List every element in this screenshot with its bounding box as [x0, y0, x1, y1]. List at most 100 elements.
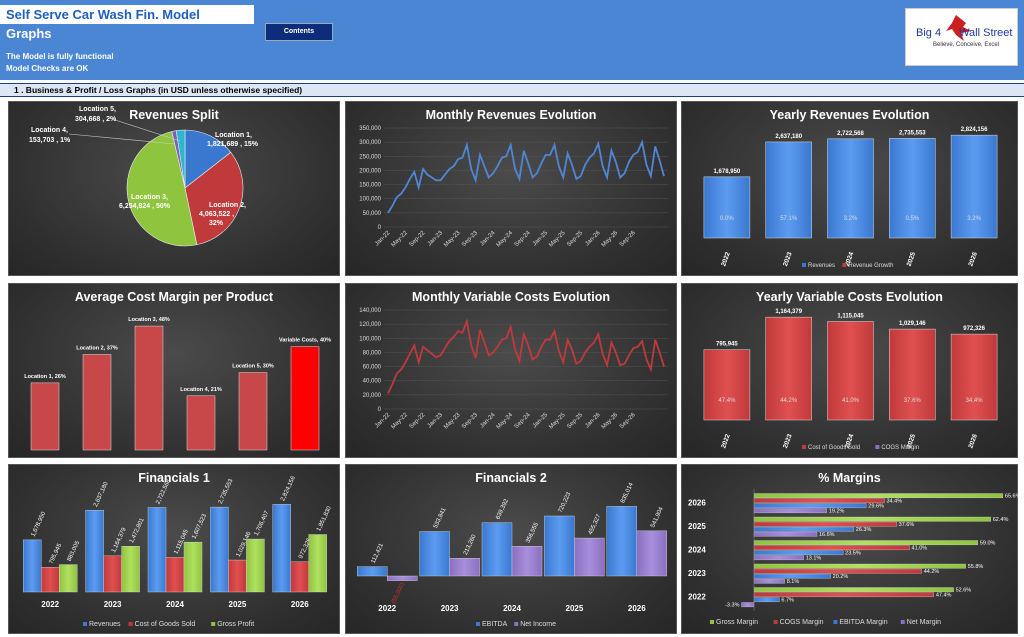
- legend-label: Gross Profit: [217, 621, 254, 628]
- legend-swatch: [900, 620, 905, 624]
- x-tick-label: 2024: [844, 433, 856, 449]
- bar-value-label: 1,706,407: [254, 510, 271, 537]
- pie-data-label: Location 5,: [79, 106, 116, 113]
- legend-label: Net Income: [520, 621, 556, 628]
- bar-value-label: 2,824,156: [280, 475, 297, 502]
- chart-title: Monthly Revenues Evolution: [425, 108, 597, 122]
- bar: [308, 534, 327, 593]
- y-tick-label: 300,000: [359, 140, 381, 146]
- x-tick-label: Sep-24: [514, 230, 532, 248]
- bar: [186, 395, 216, 451]
- legend-label: Net Margin: [907, 619, 941, 626]
- x-tick-label: Jan-24: [479, 412, 497, 430]
- chart-title: Monthly Variable Costs Evolution: [412, 290, 610, 304]
- x-tick-label: May-25: [548, 230, 567, 249]
- legend-swatch: [875, 445, 880, 449]
- financials-2-chart: 112,421 (55,000)2022 533,841 213,260 2023 639…: [356, 481, 667, 628]
- x-tick-label: 2025: [906, 251, 918, 267]
- status-note-checks: Model Checks are OK: [6, 64, 89, 73]
- bar: [765, 316, 812, 421]
- bar: [753, 568, 922, 574]
- bar: [134, 325, 164, 451]
- legend-label: COGS Margin: [780, 619, 824, 626]
- chart-title: Average Cost Margin per Product: [74, 290, 274, 304]
- x-tick-label: 2023: [104, 600, 122, 609]
- bar: [950, 333, 998, 421]
- bar-value-label: 972,326: [963, 326, 985, 332]
- revenues-split-chart: Location 1, 1,821,689 , 15% Location 2, 4,0…: [29, 106, 259, 247]
- bar: [753, 526, 854, 532]
- bar-value-label: -3.3%: [725, 602, 739, 608]
- bar-inner-label: 47.4%: [718, 398, 736, 404]
- bar-value-label: 1,678,950: [31, 510, 48, 537]
- pie-data-label: 4,063,522 ,: [199, 211, 234, 218]
- series-line: [387, 139, 665, 214]
- bar: [30, 382, 60, 451]
- bar-value-label: 533,841: [433, 507, 448, 530]
- x-tick-label: May-24: [496, 412, 515, 431]
- x-tick-label: May-22: [391, 230, 410, 249]
- panel-monthly-revenues: Monthly Revenues Evolution 0 50,000 100,00…: [345, 101, 677, 276]
- bar-value-label: 112,421: [371, 542, 386, 564]
- y-tick-label: 100,000: [359, 336, 381, 342]
- bar: [356, 566, 388, 577]
- pie-data-label: 6,254,824 , 50%: [119, 203, 171, 210]
- bar-value-label: 2,637,180: [775, 134, 802, 140]
- yearly-var-costs-chart: 795,945 47.4% 2022 1,164,379 44.2% 2023 1,115,…: [703, 309, 998, 451]
- bar: [636, 530, 667, 577]
- y-tick-label: 2026: [688, 498, 706, 507]
- bar-value-label: 1,678,950: [714, 169, 741, 175]
- y-tick-label: 2023: [688, 569, 706, 578]
- bar: [950, 134, 998, 239]
- x-tick-label: 2026: [967, 251, 979, 267]
- bar-value-label: 37.6%: [899, 522, 915, 528]
- x-tick-label: Jan-25: [532, 412, 550, 430]
- pie-data-label: Location 2,: [209, 202, 246, 209]
- avg-cost-margin-chart: Location 1, 26% Location 2, 37% Location 3…: [24, 317, 331, 451]
- bar: [753, 508, 827, 514]
- bar-value-label: 2,735,553: [899, 130, 926, 136]
- x-tick-label: 2022: [720, 433, 732, 449]
- legend-swatch: [710, 620, 714, 624]
- legend-swatch: [211, 622, 216, 626]
- y-tick-label: 2025: [688, 522, 706, 531]
- x-tick-label: Sep-22: [409, 230, 427, 248]
- bar-inner-label: 37.6%: [904, 398, 922, 404]
- bar: [165, 557, 185, 593]
- x-tick-label: Jan-22: [374, 230, 392, 248]
- bar-inner-label: 3.2%: [844, 216, 858, 222]
- bar: [290, 346, 320, 451]
- bar: [22, 539, 42, 593]
- pie-slice: [184, 129, 232, 189]
- bar-data-label: Location 5, 30%: [232, 364, 274, 370]
- y-tick-label: 0: [378, 407, 382, 413]
- logo[interactable]: Big 4 Wall Street Believe, Conceive, Exce…: [905, 8, 1018, 66]
- bar-data-label: Location 3, 48%: [128, 317, 170, 323]
- bar-value-label: 62.4%: [993, 517, 1009, 523]
- bar: [238, 372, 268, 451]
- pie-slice: [175, 129, 186, 189]
- contents-button[interactable]: Contents: [265, 23, 333, 41]
- legend-label: Revenues: [808, 263, 835, 269]
- bar-value-label: 29.6%: [868, 503, 884, 509]
- bar-value-label: 59.0%: [980, 540, 996, 546]
- bar-value-label: 2,722,568: [837, 131, 864, 137]
- y-tick-label: 50,000: [363, 211, 382, 217]
- x-tick-label: 2024: [844, 251, 856, 267]
- y-tick-label: 80,000: [363, 350, 382, 356]
- bar-data-label: Location 2, 37%: [76, 345, 118, 351]
- bar: [753, 587, 954, 593]
- x-tick-label: 2023: [441, 604, 459, 613]
- bar-value-label: 16.6%: [819, 532, 835, 538]
- bar-value-label: 795,945: [49, 542, 64, 565]
- x-tick-label: May-22: [391, 412, 410, 431]
- header: Self Serve Car Wash Fin. Model Graphs Th…: [0, 0, 1024, 80]
- page-title: Graphs: [6, 26, 52, 41]
- bar-inner-label: 41.0%: [842, 398, 860, 404]
- bar-inner-label: 34.4%: [966, 398, 984, 404]
- bar: [753, 503, 867, 509]
- legend-label: EBITDA Margin: [839, 619, 887, 626]
- bar: [147, 507, 167, 593]
- bar-value-label: 2,824,156: [961, 127, 988, 133]
